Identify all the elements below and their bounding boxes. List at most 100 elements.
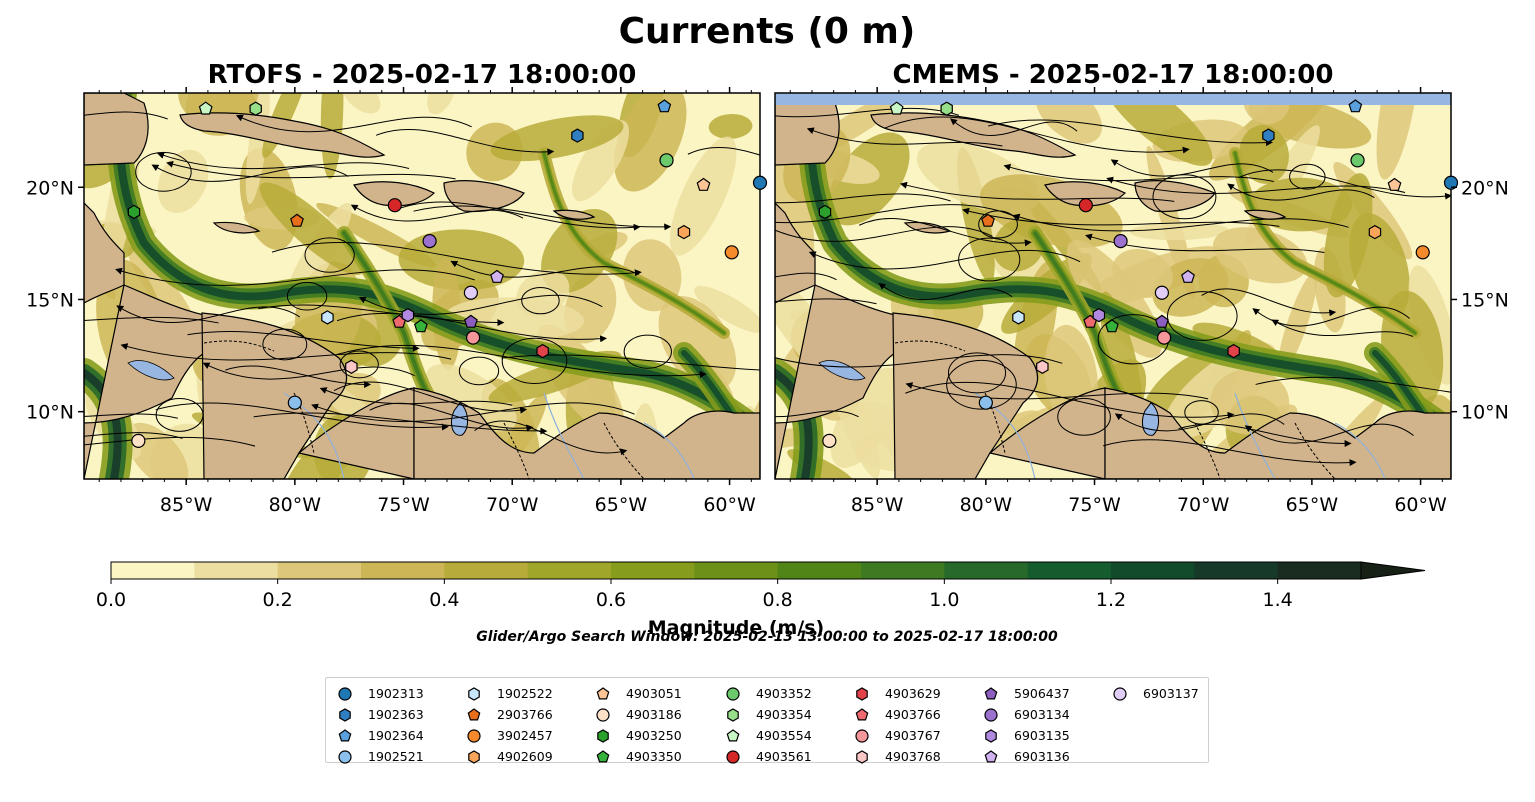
x-tick-label: 65°W: [595, 494, 648, 516]
legend-label: 4903354: [756, 707, 812, 722]
float-1902521-cmems: [978, 395, 993, 410]
colorbar-extend-arrow: [1360, 561, 1426, 580]
circle-marker-icon: [596, 707, 610, 722]
float-1902522-cmems: [1012, 310, 1025, 325]
legend-label: 4903629: [885, 686, 941, 701]
legend-item: 1902364: [336, 725, 424, 746]
float-6903136-cmems: [1181, 269, 1195, 283]
colorbar-segment: [777, 562, 862, 579]
x-tick-label: 70°W: [486, 494, 539, 516]
float-4903051-cmems: [1387, 177, 1402, 191]
x-tick-label: 60°W: [703, 494, 756, 516]
legend-column: 6903137: [1111, 683, 1199, 704]
colorbar-segment: [1027, 562, 1112, 579]
legend-item: 4903186: [594, 704, 682, 725]
colorbar-tick-label: 0.0: [96, 589, 126, 611]
legend-label: 4902609: [497, 749, 553, 764]
search-window-text: Glider/Argo Search Window: 2025-02-13 13…: [476, 629, 1058, 645]
pentagon-marker-icon: [467, 707, 481, 720]
y-tick-label: 20°N: [1461, 177, 1509, 199]
colorbar-tick-label: 0.8: [763, 589, 793, 611]
float-3902457-rtofs: [724, 245, 739, 260]
float-4903561-rtofs: [387, 198, 402, 213]
float-6903134-cmems: [1113, 234, 1128, 249]
x-tick-label: 65°W: [1286, 494, 1339, 516]
float-6903134-rtofs: [422, 234, 437, 249]
pentagon-marker-icon: [984, 749, 998, 762]
float-4902609-cmems: [1368, 224, 1382, 240]
circle-marker-icon: [726, 749, 740, 764]
pentagon-marker-icon: [596, 686, 610, 699]
float-legend: 1902313 1902363 1902364 1902521 1902522 29037…: [325, 677, 1209, 764]
colorbar-segment: [194, 562, 279, 579]
circle-marker-icon: [1113, 686, 1127, 701]
colorbar-tick-label: 1.0: [929, 589, 959, 611]
float-3902457-cmems: [1415, 245, 1430, 260]
float-4903768-cmems: [1036, 359, 1049, 374]
colorbar-segment: [944, 562, 1029, 579]
legend-item: 6903134: [982, 704, 1070, 725]
legend-item: 3902457: [465, 725, 553, 746]
y-tick-label: 10°N: [1461, 402, 1509, 424]
legend-label: 4903554: [756, 728, 812, 743]
legend-label: 4903352: [756, 686, 812, 701]
float-1902521-rtofs: [287, 395, 302, 410]
legend-item: 4903352: [724, 683, 812, 704]
x-tick-label: 85°W: [851, 494, 904, 516]
colorbar-segment: [1111, 562, 1195, 579]
float-4903352-cmems: [1350, 153, 1365, 168]
float-4903350-cmems: [1104, 319, 1119, 333]
colorbar-tick-label: 0.6: [596, 589, 626, 611]
legend-column: 4903629 4903766 4903767 4903768: [853, 683, 941, 767]
float-4903051-rtofs: [696, 177, 711, 191]
colorbar-segment: [527, 562, 612, 579]
legend-column: 5906437 6903134 6903135 6903136: [982, 683, 1070, 767]
legend-label: 1902363: [368, 707, 424, 722]
float-4903186-cmems: [822, 433, 837, 448]
float-5906437-cmems: [1154, 314, 1169, 328]
colorbar-segment: [611, 562, 695, 579]
legend-column: 1902313 1902363 1902364 1902521: [336, 683, 424, 767]
pentagon-marker-icon: [596, 749, 610, 762]
float-1902363-cmems: [1262, 128, 1275, 143]
legend-label: 6903135: [1014, 728, 1070, 743]
float-4903350-rtofs: [413, 319, 428, 333]
legend-label: 4903766: [885, 707, 941, 722]
pentagon-marker-icon: [984, 686, 998, 699]
float-1902364-rtofs: [657, 99, 672, 113]
float-4903352-rtofs: [659, 153, 674, 168]
legend-item: 4903629: [853, 683, 941, 704]
legend-item: 4902609: [465, 746, 553, 767]
legend-label: 6903136: [1014, 749, 1070, 764]
float-4903767-rtofs: [465, 330, 481, 345]
legend-item: 4903766: [853, 704, 941, 725]
float-4903629-rtofs: [536, 343, 549, 359]
hexagon-marker-icon: [597, 728, 609, 743]
legend-item: 4903554: [724, 725, 812, 746]
float-4903354-cmems: [940, 101, 953, 116]
x-tick-label: 60°W: [1394, 494, 1447, 516]
colorbar-segment: [1277, 562, 1362, 579]
panel-title-rtofs: RTOFS - 2025-02-17 18:00:00: [208, 60, 637, 90]
legend-label: 6903137: [1143, 686, 1199, 701]
colorbar-segment: [694, 562, 779, 579]
circle-marker-icon: [855, 728, 869, 743]
colorbar-tick-label: 1.4: [1263, 589, 1293, 611]
legend-item: 4903250: [594, 725, 682, 746]
float-1902364-cmems: [1348, 99, 1363, 113]
legend-label: 4903768: [885, 749, 941, 764]
hexagon-marker-icon: [468, 686, 480, 701]
legend-label: 1902522: [497, 686, 553, 701]
figure-title: Currents (0 m): [619, 11, 916, 52]
float-1902313-cmems: [1443, 175, 1459, 190]
hexagon-marker-icon: [985, 728, 997, 743]
x-tick-label: 70°W: [1177, 494, 1230, 516]
hexagon-marker-icon: [468, 749, 480, 764]
axis-ticks: 85°W 80°W 75°W 70°W 65°W 60°W 10°N 15°N 20°N 85°W…: [26, 87, 1509, 516]
legend-label: 1902364: [368, 728, 424, 743]
legend-item: 6903137: [1111, 683, 1199, 704]
y-tick-label: 10°N: [26, 402, 74, 424]
x-tick-label: 80°W: [960, 494, 1013, 516]
colorbar-tick-label: 0.2: [263, 589, 293, 611]
pentagon-marker-icon: [726, 728, 740, 741]
